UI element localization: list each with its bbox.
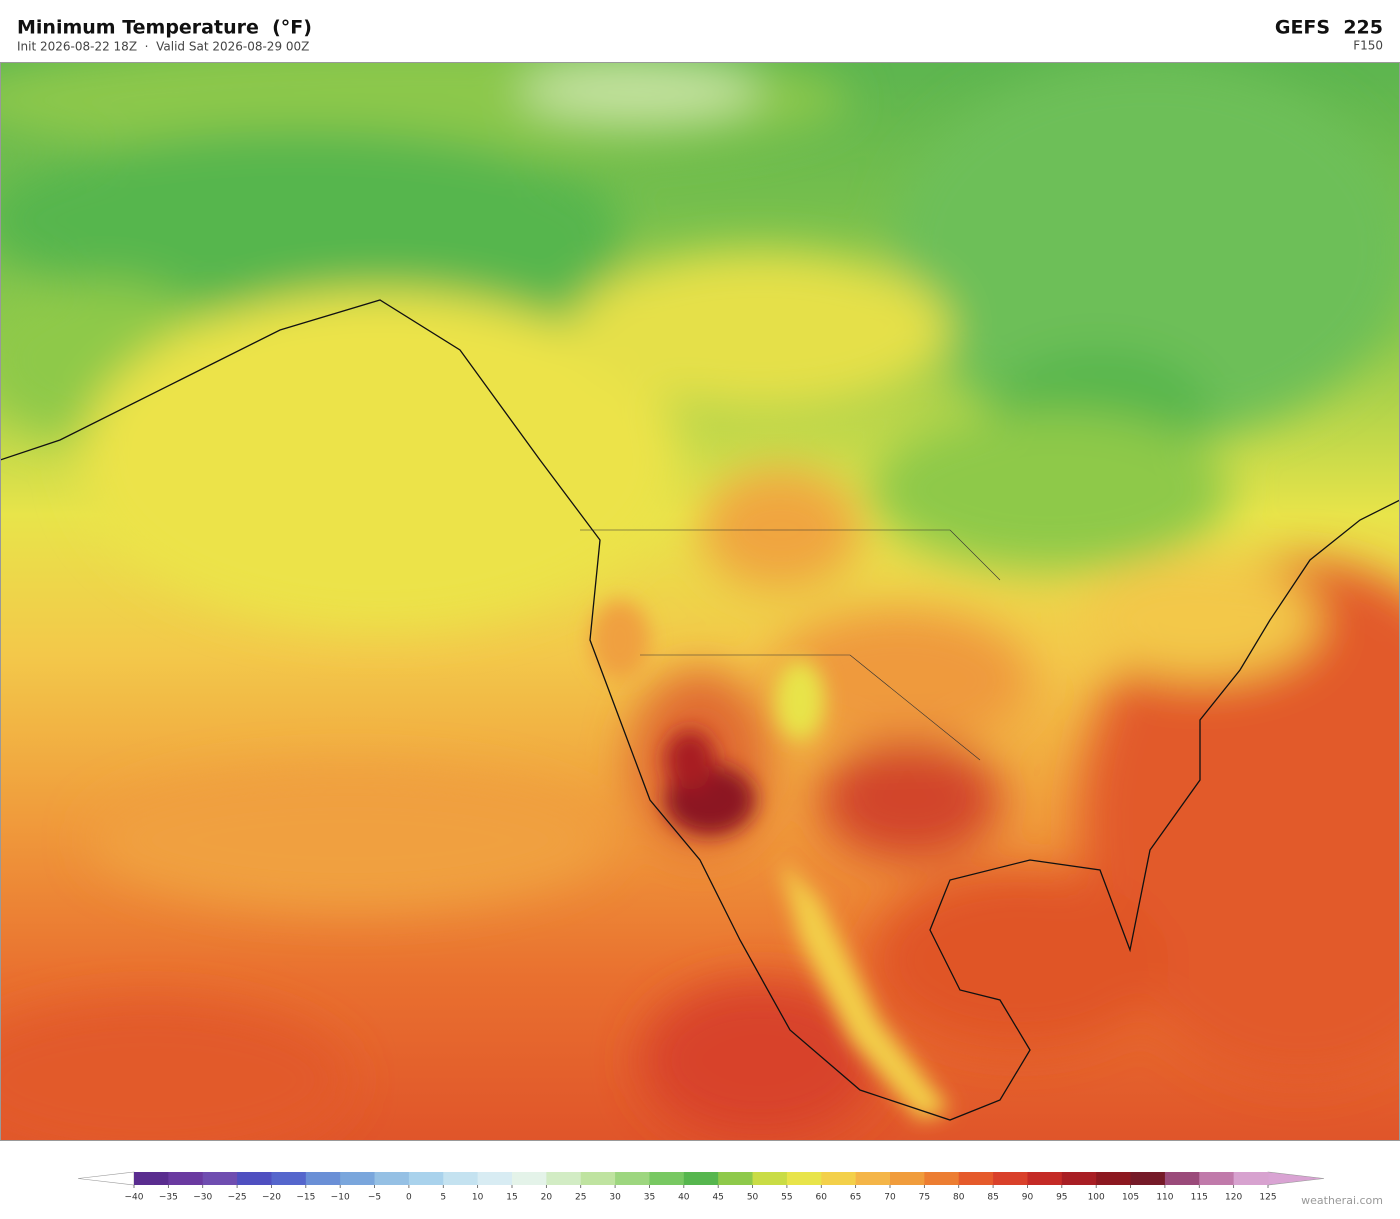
colorbar-bin — [821, 1172, 857, 1185]
colorbar-bin — [1164, 1172, 1200, 1185]
colorbar-tick-label: 50 — [747, 1193, 759, 1203]
colorbar-tick-label: 80 — [953, 1193, 965, 1203]
colorbar-tick-label: 55 — [781, 1193, 792, 1203]
colorbar-tick-label: 75 — [919, 1193, 930, 1203]
credit: weatherai.com — [1301, 1194, 1383, 1207]
colorbar-tick-label: 95 — [1056, 1193, 1067, 1203]
colorbar-bin — [408, 1172, 444, 1185]
colorbar-tick-label: 70 — [884, 1193, 896, 1203]
colorbar-tick-label: 35 — [644, 1193, 655, 1203]
colorbar-under — [77, 1171, 135, 1186]
colorbar-tick-label: −20 — [262, 1193, 281, 1203]
colorbar-bin — [443, 1172, 479, 1185]
colorbar-tick-label: 40 — [678, 1193, 690, 1203]
colorbar-tick-label: 15 — [506, 1193, 517, 1203]
colorbar-bin — [786, 1172, 822, 1185]
colorbar-bin — [855, 1172, 891, 1185]
colorbar-tick-label: 0 — [406, 1193, 412, 1203]
colorbar-tick-label: 90 — [1022, 1193, 1034, 1203]
colorbar-bin — [993, 1172, 1028, 1185]
colorbar-tick-label: 45 — [712, 1193, 723, 1203]
colorbar-bin — [477, 1172, 513, 1185]
colorbar-bin — [649, 1172, 685, 1185]
colorbar-bin — [237, 1172, 272, 1185]
map — [0, 62, 1400, 1140]
colorbar-bin — [958, 1172, 994, 1185]
colorbar-tick-label: 25 — [575, 1193, 586, 1203]
colorbar-bin — [546, 1172, 582, 1185]
boundary — [580, 529, 1001, 761]
map-subtitle: Init 2026-08-22 18Z · Valid Sat 2026-08-… — [17, 40, 309, 54]
temperature-field — [0, 62, 1400, 1140]
colorbar-bin — [340, 1172, 376, 1185]
colorbar-tick-label: −5 — [368, 1193, 381, 1203]
colorbar-bin — [890, 1172, 925, 1185]
map-title: Minimum Temperature (°F) — [17, 17, 312, 39]
colorbar-bin — [202, 1172, 238, 1185]
colorbar-bin — [580, 1172, 616, 1185]
colorbar-tick-label: 110 — [1156, 1193, 1173, 1203]
colorbar-tick-label: 100 — [1088, 1193, 1105, 1203]
colorbar-bin — [512, 1172, 547, 1185]
colorbar-tick-label: 125 — [1259, 1193, 1276, 1203]
colorbar-bin — [1233, 1172, 1269, 1185]
colorbar-over — [1267, 1171, 1325, 1186]
colorbar-tick-label: 65 — [850, 1193, 861, 1203]
coastline — [0, 299, 1400, 1121]
colorbar-tick-label: 5 — [440, 1193, 446, 1203]
colorbar-bin — [1096, 1172, 1132, 1185]
colorbar-tick-label: −15 — [296, 1193, 315, 1203]
colorbar-tick-label: −35 — [159, 1193, 178, 1203]
colorbar-bin — [271, 1172, 307, 1185]
colorbar-bin — [1061, 1172, 1097, 1185]
colorbar-bin — [615, 1172, 650, 1185]
colorbar-tick-label: 60 — [816, 1193, 828, 1203]
colorbar-tick-label: −30 — [193, 1193, 212, 1203]
temperature-detail — [590, 600, 950, 1120]
colorbar-bin — [752, 1172, 788, 1185]
colorbar-bin — [134, 1172, 169, 1185]
colorbar-tick-label: 20 — [541, 1193, 553, 1203]
colorbar-tick-label: −25 — [228, 1193, 247, 1203]
colorbar-bin — [1130, 1172, 1166, 1185]
colorbar-tick-label: 115 — [1191, 1193, 1208, 1203]
colorbar-bin — [1027, 1172, 1063, 1185]
colorbar-tick-label: −40 — [125, 1193, 144, 1203]
colorbar-tick-label: 85 — [987, 1193, 998, 1203]
colorbar-bin — [718, 1172, 754, 1185]
forecast-hour: F150 — [1353, 39, 1383, 53]
colorbar-tick-label: 105 — [1122, 1193, 1139, 1203]
colorbar-tick-label: −10 — [331, 1193, 350, 1203]
colorbar-bin — [924, 1172, 960, 1185]
colorbar-bin — [168, 1172, 204, 1185]
colorbar-bin — [374, 1172, 410, 1185]
colorbar-bin — [683, 1172, 719, 1185]
colorbar-bin — [1199, 1172, 1235, 1185]
colorbar-tick-label: 30 — [609, 1193, 621, 1203]
colorbar-bin — [305, 1172, 341, 1185]
colorbar-tick-label: 10 — [472, 1193, 484, 1203]
colorbar: −40 −35 −30 −25 −20 −15 −10 −5 0 5 10 15 20 25 30 35 40 4… — [77, 1171, 1325, 1203]
colorbar-tick-label: 120 — [1225, 1193, 1242, 1203]
model-name: GEFS 225 — [1275, 17, 1383, 39]
